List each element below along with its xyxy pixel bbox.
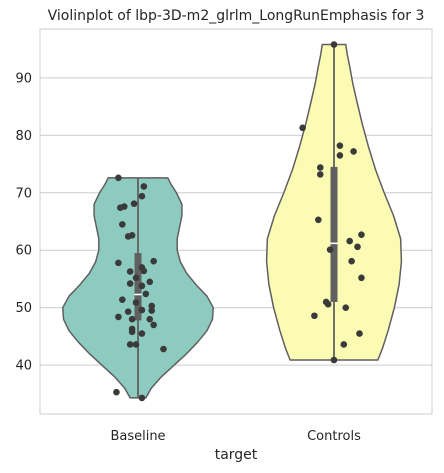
- data-point: [316, 164, 324, 171]
- y-tick-labels: 40 50 60 70 80 90: [15, 71, 32, 373]
- data-point: [336, 142, 344, 149]
- violin-iqr-box: [330, 166, 338, 302]
- data-point: [120, 203, 128, 210]
- data-point: [358, 231, 365, 239]
- data-point: [148, 307, 156, 314]
- y-tick-label: 40: [15, 359, 32, 374]
- data-point: [126, 280, 134, 287]
- data-point: [146, 315, 154, 323]
- data-point: [350, 148, 357, 155]
- data-point: [324, 300, 332, 308]
- data-point: [126, 341, 134, 348]
- data-point: [330, 356, 338, 364]
- data-point: [140, 183, 148, 190]
- data-point: [128, 328, 136, 336]
- y-tick-label: 60: [15, 244, 32, 259]
- data-point: [146, 278, 154, 286]
- data-point: [340, 341, 348, 348]
- data-point: [113, 388, 120, 396]
- data-point: [326, 246, 334, 253]
- data-point: [138, 394, 146, 402]
- y-tick-label: 70: [15, 186, 32, 201]
- plot-frame: [39, 28, 433, 415]
- data-point: [115, 313, 122, 321]
- strip-points: [113, 41, 365, 402]
- data-point: [119, 221, 126, 228]
- x-tick-label: Controls: [307, 429, 361, 444]
- data-point: [348, 257, 355, 265]
- data-point: [138, 330, 146, 337]
- violins: [61, 43, 403, 399]
- data-point: [160, 345, 167, 353]
- x-axis-title: target: [215, 447, 258, 463]
- data-point: [140, 267, 148, 275]
- data-point: [130, 200, 138, 207]
- data-point: [128, 315, 136, 323]
- x-tick-labels: Baseline Controls: [110, 429, 361, 444]
- violin-iqr-box: [134, 253, 142, 321]
- data-point: [356, 330, 363, 337]
- y-tick-label: 90: [15, 71, 32, 86]
- data-point: [115, 259, 122, 267]
- data-point: [336, 152, 344, 159]
- data-point: [358, 274, 365, 282]
- data-point: [346, 237, 353, 245]
- data-point: [316, 171, 324, 178]
- data-point: [354, 243, 361, 251]
- data-point: [142, 290, 150, 298]
- x-tick-label: Baseline: [110, 429, 165, 444]
- data-point: [150, 321, 157, 329]
- data-point: [342, 304, 350, 311]
- data-point: [115, 174, 122, 182]
- y-tick-label: 50: [15, 301, 32, 316]
- data-point: [132, 274, 140, 282]
- data-point: [150, 257, 157, 265]
- data-point: [124, 308, 132, 316]
- data-point: [132, 299, 140, 306]
- data-point: [330, 41, 338, 48]
- data-point: [138, 306, 146, 314]
- data-point: [148, 302, 156, 310]
- data-point: [119, 296, 126, 303]
- y-tick-label: 80: [15, 129, 32, 144]
- chart-title: Violinplot of lbp-3D-m2_glrlm_LongRunEmp…: [48, 8, 425, 24]
- data-point: [132, 341, 140, 348]
- data-point: [315, 216, 322, 224]
- data-point: [299, 124, 306, 132]
- data-point: [311, 312, 318, 320]
- data-point: [126, 268, 134, 275]
- data-point: [128, 231, 136, 239]
- data-point: [138, 282, 146, 290]
- data-point: [138, 192, 146, 200]
